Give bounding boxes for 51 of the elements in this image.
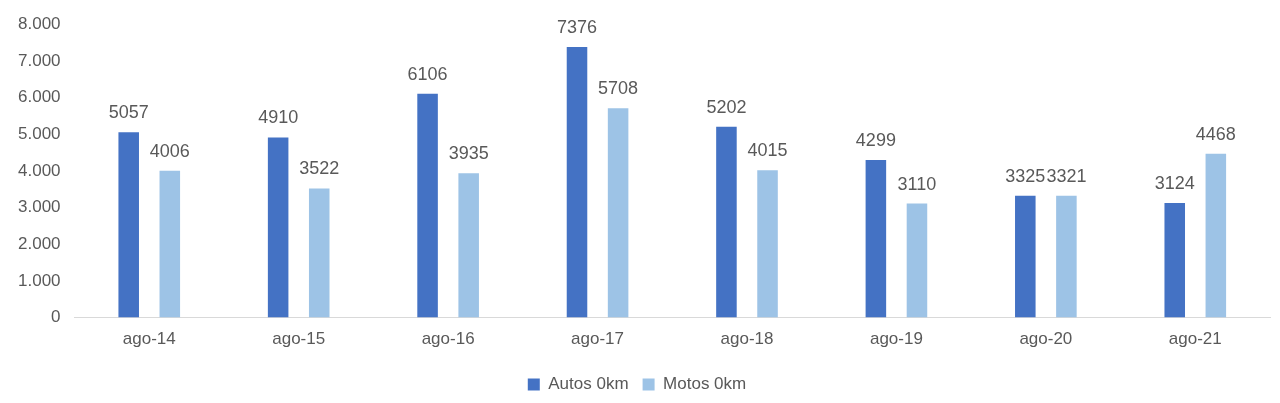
x-tick-label: ago-16 [421, 329, 475, 349]
bar [1164, 203, 1186, 318]
y-tick-label: 1.000 [17, 270, 61, 290]
data-label: 5057 [108, 102, 149, 123]
legend-label: Motos 0km [663, 374, 747, 394]
data-label: 3935 [448, 143, 489, 164]
bar [159, 170, 181, 318]
x-tick-label: ago-14 [122, 329, 176, 349]
data-label: 7376 [556, 17, 598, 38]
x-tick-label: ago-18 [720, 329, 774, 349]
y-tick-label: 0 [51, 307, 61, 327]
data-label: 4015 [747, 140, 788, 161]
bar [906, 203, 928, 318]
y-tick-label: 3.000 [17, 197, 61, 217]
bar [267, 137, 289, 318]
x-tick-label: ago-21 [1168, 329, 1222, 349]
y-tick-label: 4.000 [17, 160, 61, 180]
data-label: 4006 [149, 140, 190, 161]
data-label: 5708 [598, 78, 639, 99]
y-tick-label: 2.000 [17, 233, 61, 253]
bar [865, 159, 887, 318]
x-tick-label: ago-17 [571, 329, 625, 349]
bar [1015, 195, 1036, 318]
bar [458, 173, 479, 318]
data-label: 3325 [1005, 165, 1046, 186]
bar [566, 47, 588, 318]
data-label: 4468 [1195, 123, 1236, 144]
data-label: 3522 [299, 158, 340, 179]
x-tick-label: ago-20 [1019, 329, 1073, 349]
bar [1205, 153, 1227, 318]
bar [716, 126, 737, 318]
bar [417, 93, 438, 318]
y-tick-label: 5.000 [17, 123, 61, 143]
bar [757, 170, 778, 318]
data-label: 5202 [706, 96, 747, 117]
y-tick-label: 8.000 [17, 13, 61, 33]
x-tick-label: ago-15 [272, 329, 326, 349]
data-label: 3321 [1046, 165, 1087, 186]
data-label: 4910 [258, 107, 299, 128]
bar [1056, 195, 1077, 318]
y-tick-label: 6.000 [17, 87, 61, 107]
data-label: 3124 [1154, 173, 1195, 193]
data-label: 6106 [407, 63, 448, 84]
bar [607, 108, 629, 318]
x-tick-label: ago-19 [869, 329, 923, 349]
legend-label: Autos 0km [548, 374, 629, 394]
data-label: 4299 [855, 129, 896, 150]
y-tick-label: 7.000 [17, 50, 61, 70]
bar [118, 132, 139, 318]
bar [308, 188, 330, 318]
data-label: 3110 [897, 173, 937, 194]
